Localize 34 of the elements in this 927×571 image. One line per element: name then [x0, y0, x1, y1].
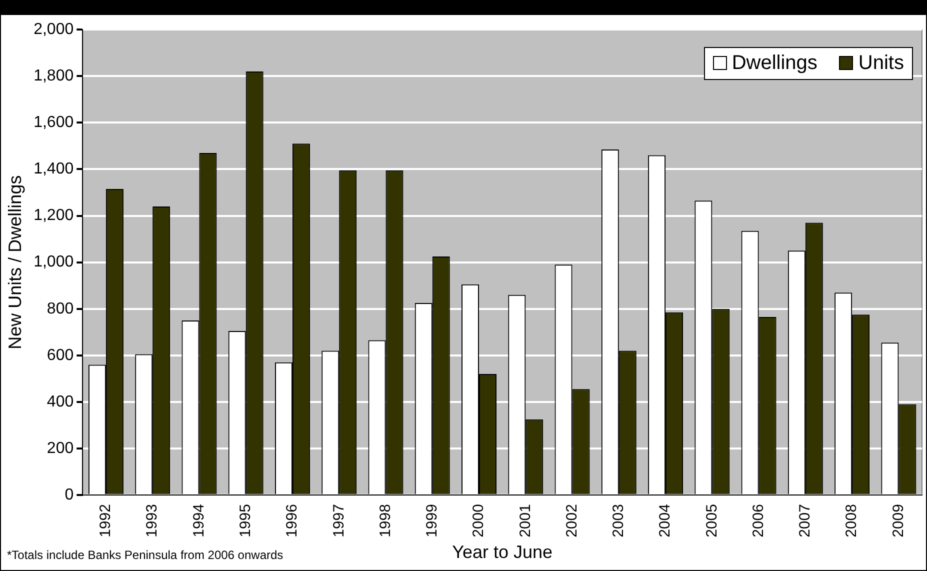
legend-label: Units	[858, 52, 904, 75]
x-tick-label: 2006	[750, 504, 767, 538]
y-tick-label: 600	[46, 346, 74, 364]
x-axis-title: Year to June	[452, 542, 553, 562]
x-tick-label: 2001	[516, 504, 534, 538]
x-tick-label: 2008	[843, 504, 860, 538]
x-tick-label: 1994	[190, 504, 208, 538]
x-tick-label: 1993	[144, 504, 161, 538]
y-axis-title: New Units / Dwellings	[4, 175, 25, 350]
y-tick-label: 1,000	[34, 254, 74, 271]
y-tick-label: 1,800	[34, 68, 74, 85]
y-tick-label: 200	[46, 440, 74, 457]
x-tick-label: 2005	[703, 504, 720, 538]
x-tick-label: 1996	[284, 504, 301, 538]
y-tick-label: 2,000	[34, 21, 74, 38]
x-tick-label: 1998	[376, 504, 394, 538]
x-tick-label: 2000	[470, 504, 488, 538]
legend-label: Dwellings	[732, 52, 818, 75]
x-tick-label: 2002	[563, 504, 580, 538]
y-tick-label: 1,400	[34, 160, 74, 178]
x-tick-label: 2009	[890, 504, 907, 538]
x-tick-label: 2004	[656, 504, 674, 538]
x-tick-label: 1992	[97, 504, 114, 538]
y-tick-label: 800	[46, 300, 74, 318]
x-tick-label: 1995	[236, 504, 254, 538]
y-tick-label: 1,600	[34, 114, 74, 132]
x-tick-label: 1999	[424, 504, 441, 538]
y-tick-label: 0	[64, 486, 74, 504]
x-tick-label: 2003	[610, 504, 628, 538]
x-tick-label: 1997	[330, 504, 348, 538]
y-tick-label: 400	[46, 393, 74, 410]
text: *Totals include Banks Peninsula from 2006 onwards	[7, 548, 284, 562]
y-tick-label: 1,200	[34, 207, 74, 224]
x-tick-label: 2007	[796, 504, 814, 538]
